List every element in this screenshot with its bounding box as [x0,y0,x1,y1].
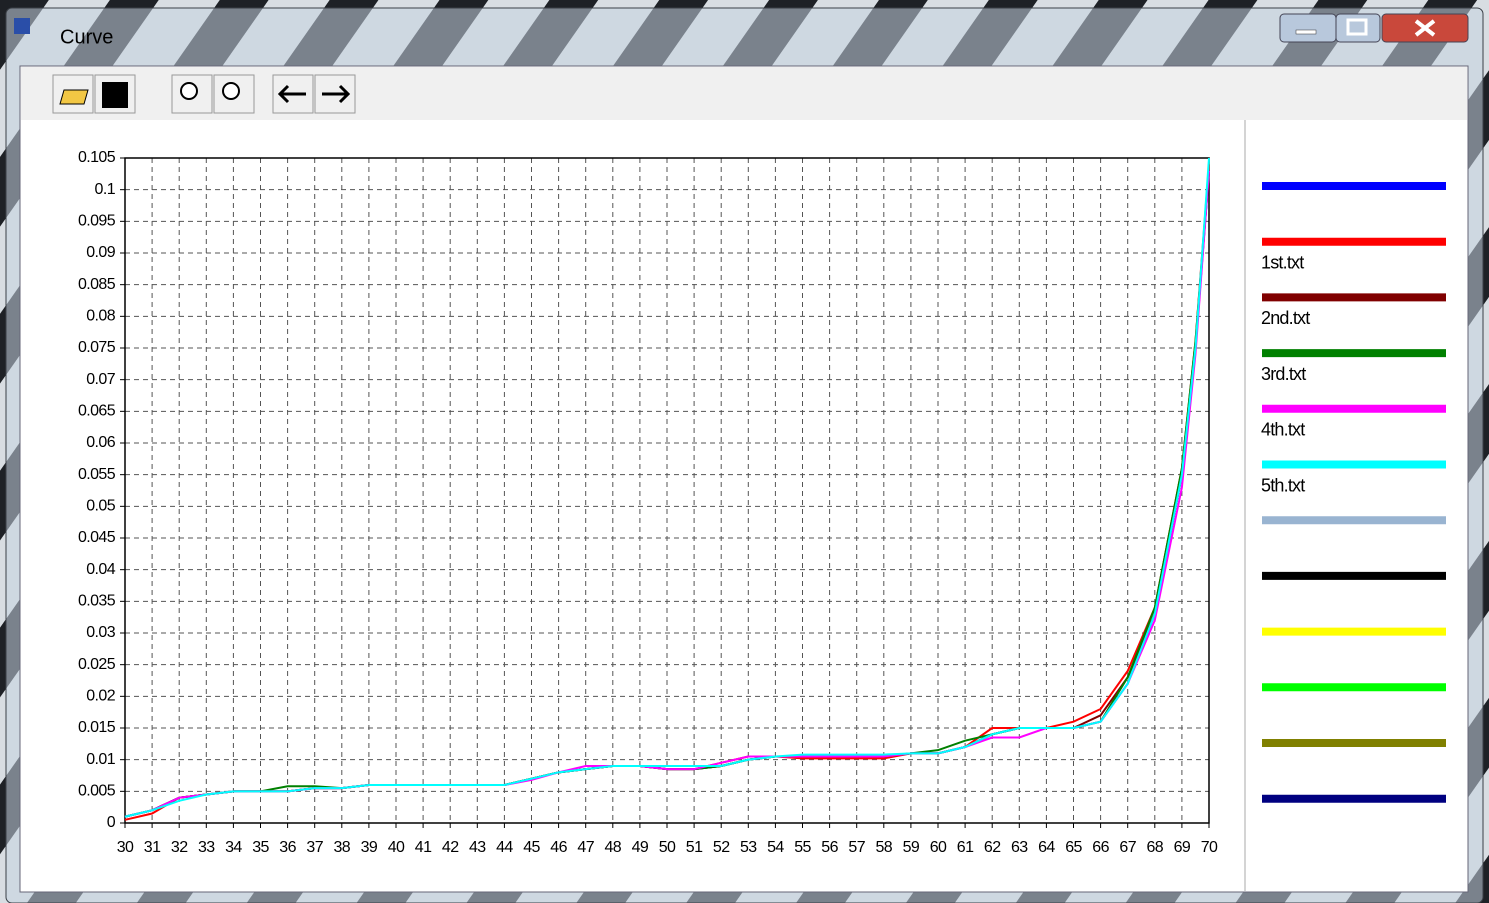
x-tick-label: 64 [1038,839,1055,856]
minimize-icon [1295,29,1317,35]
x-tick-label: 60 [930,839,947,856]
x-tick-label: 58 [875,839,892,856]
x-tick-label: 66 [1092,839,1109,856]
y-tick-label: 0.05 [86,498,115,515]
y-tick-label: 0.075 [78,339,116,356]
window-icon [14,18,30,34]
save-icon [102,82,128,108]
y-tick-label: 0.01 [86,751,115,768]
open-icon [59,89,89,105]
minimize-button[interactable] [1279,13,1337,43]
y-tick-label: 0.035 [78,593,116,610]
x-tick-label: 54 [767,839,784,856]
y-tick-label: 0.005 [78,783,116,800]
y-tick-label: 0 [107,814,116,831]
right-icon [322,84,351,104]
y-tick-label: 0.09 [86,244,115,261]
x-tick-label: 55 [794,839,811,856]
y-tick-label: 0.04 [86,561,115,578]
window-buttons[interactable] [1279,13,1469,43]
x-tick-label: 47 [577,839,594,856]
zoom-in-icon [180,82,198,100]
x-tick-label: 38 [333,839,350,856]
legend-label: 4th.txt [1261,420,1305,440]
toolbar-buttons[interactable] [52,74,356,114]
x-tick-label: 35 [252,839,269,856]
x-tick-label: 41 [415,839,432,856]
x-tick-label: 56 [821,839,838,856]
x-tick-label: 44 [496,839,513,856]
x-tick-label: 69 [1174,839,1191,856]
maximize-button[interactable] [1335,13,1381,43]
zoom-out-icon [222,82,240,100]
x-tick-label: 51 [686,839,703,856]
legend-label: 2nd.txt [1261,308,1310,328]
x-tick-label: 40 [388,839,405,856]
y-tick-label: 0.085 [78,276,116,293]
x-tick-label: 53 [740,839,757,856]
legend: 1st.txt 2nd.txt 3rd.txt 4th.txt 5th.txt [1261,182,1446,803]
left-icon [277,84,306,104]
x-tick-label: 49 [632,839,649,856]
x-tick-label: 63 [1011,839,1028,856]
plot: 0 0.005 0.01 0.015 0.02 0.025 0.03 0.035 0.04 0.0… [78,149,1219,856]
x-tick-label: 57 [848,839,865,856]
x-tick-label: 67 [1119,839,1136,856]
toolbar [21,67,1467,120]
y-tick-label: 0.045 [78,529,116,546]
y-tick-label: 0.025 [78,656,116,673]
y-tick-label: 0.06 [86,434,115,451]
legend-label: 5th.txt [1261,475,1305,495]
window-title: Curve [60,26,113,48]
x-tick-label: 48 [604,839,621,856]
x-tick-label: 39 [361,839,378,856]
maximize-icon [1346,18,1368,36]
x-tick-label: 65 [1065,839,1082,856]
x-tick-label: 59 [903,839,920,856]
x-tick-label: 33 [198,839,215,856]
y-tick-label: 0.02 [86,688,115,705]
y-tick-label: 0.065 [78,403,116,420]
legend-label: 3rd.txt [1261,364,1306,384]
x-tick-label: 32 [171,839,188,856]
x-tick-label: 36 [279,839,296,856]
y-tick-label: 0.07 [86,371,115,388]
y-tick-label: 0.1 [95,181,116,198]
x-tick-label: 45 [523,839,540,856]
x-tick-label: 52 [713,839,730,856]
client-area [19,65,1469,893]
y-tick-label: 0.095 [78,213,116,230]
x-tick-label: 30 [117,839,134,856]
y-tick-label: 0.105 [78,149,116,166]
legend-label: 1st.txt [1261,252,1304,272]
y-tick-label: 0.03 [86,624,115,641]
x-tick-label: 68 [1146,839,1163,856]
close-icon [1414,19,1436,37]
y-tick-label: 0.08 [86,308,115,325]
x-tick-label: 34 [225,839,242,856]
x-tick-label: 46 [550,839,567,856]
plot-frame [124,157,1210,824]
x-tick-label: 31 [144,839,161,856]
x-tick-label: 62 [984,839,1001,856]
x-tick-label: 42 [442,839,459,856]
y-tick-label: 0.055 [78,466,116,483]
x-tick-label: 70 [1201,839,1218,856]
series-line [124,157,1210,818]
x-tick-label: 50 [659,839,676,856]
y-tick-label: 0.015 [78,719,116,736]
x-tick-label: 61 [957,839,974,856]
x-tick-label: 37 [306,839,323,856]
x-tick-label: 43 [469,839,486,856]
